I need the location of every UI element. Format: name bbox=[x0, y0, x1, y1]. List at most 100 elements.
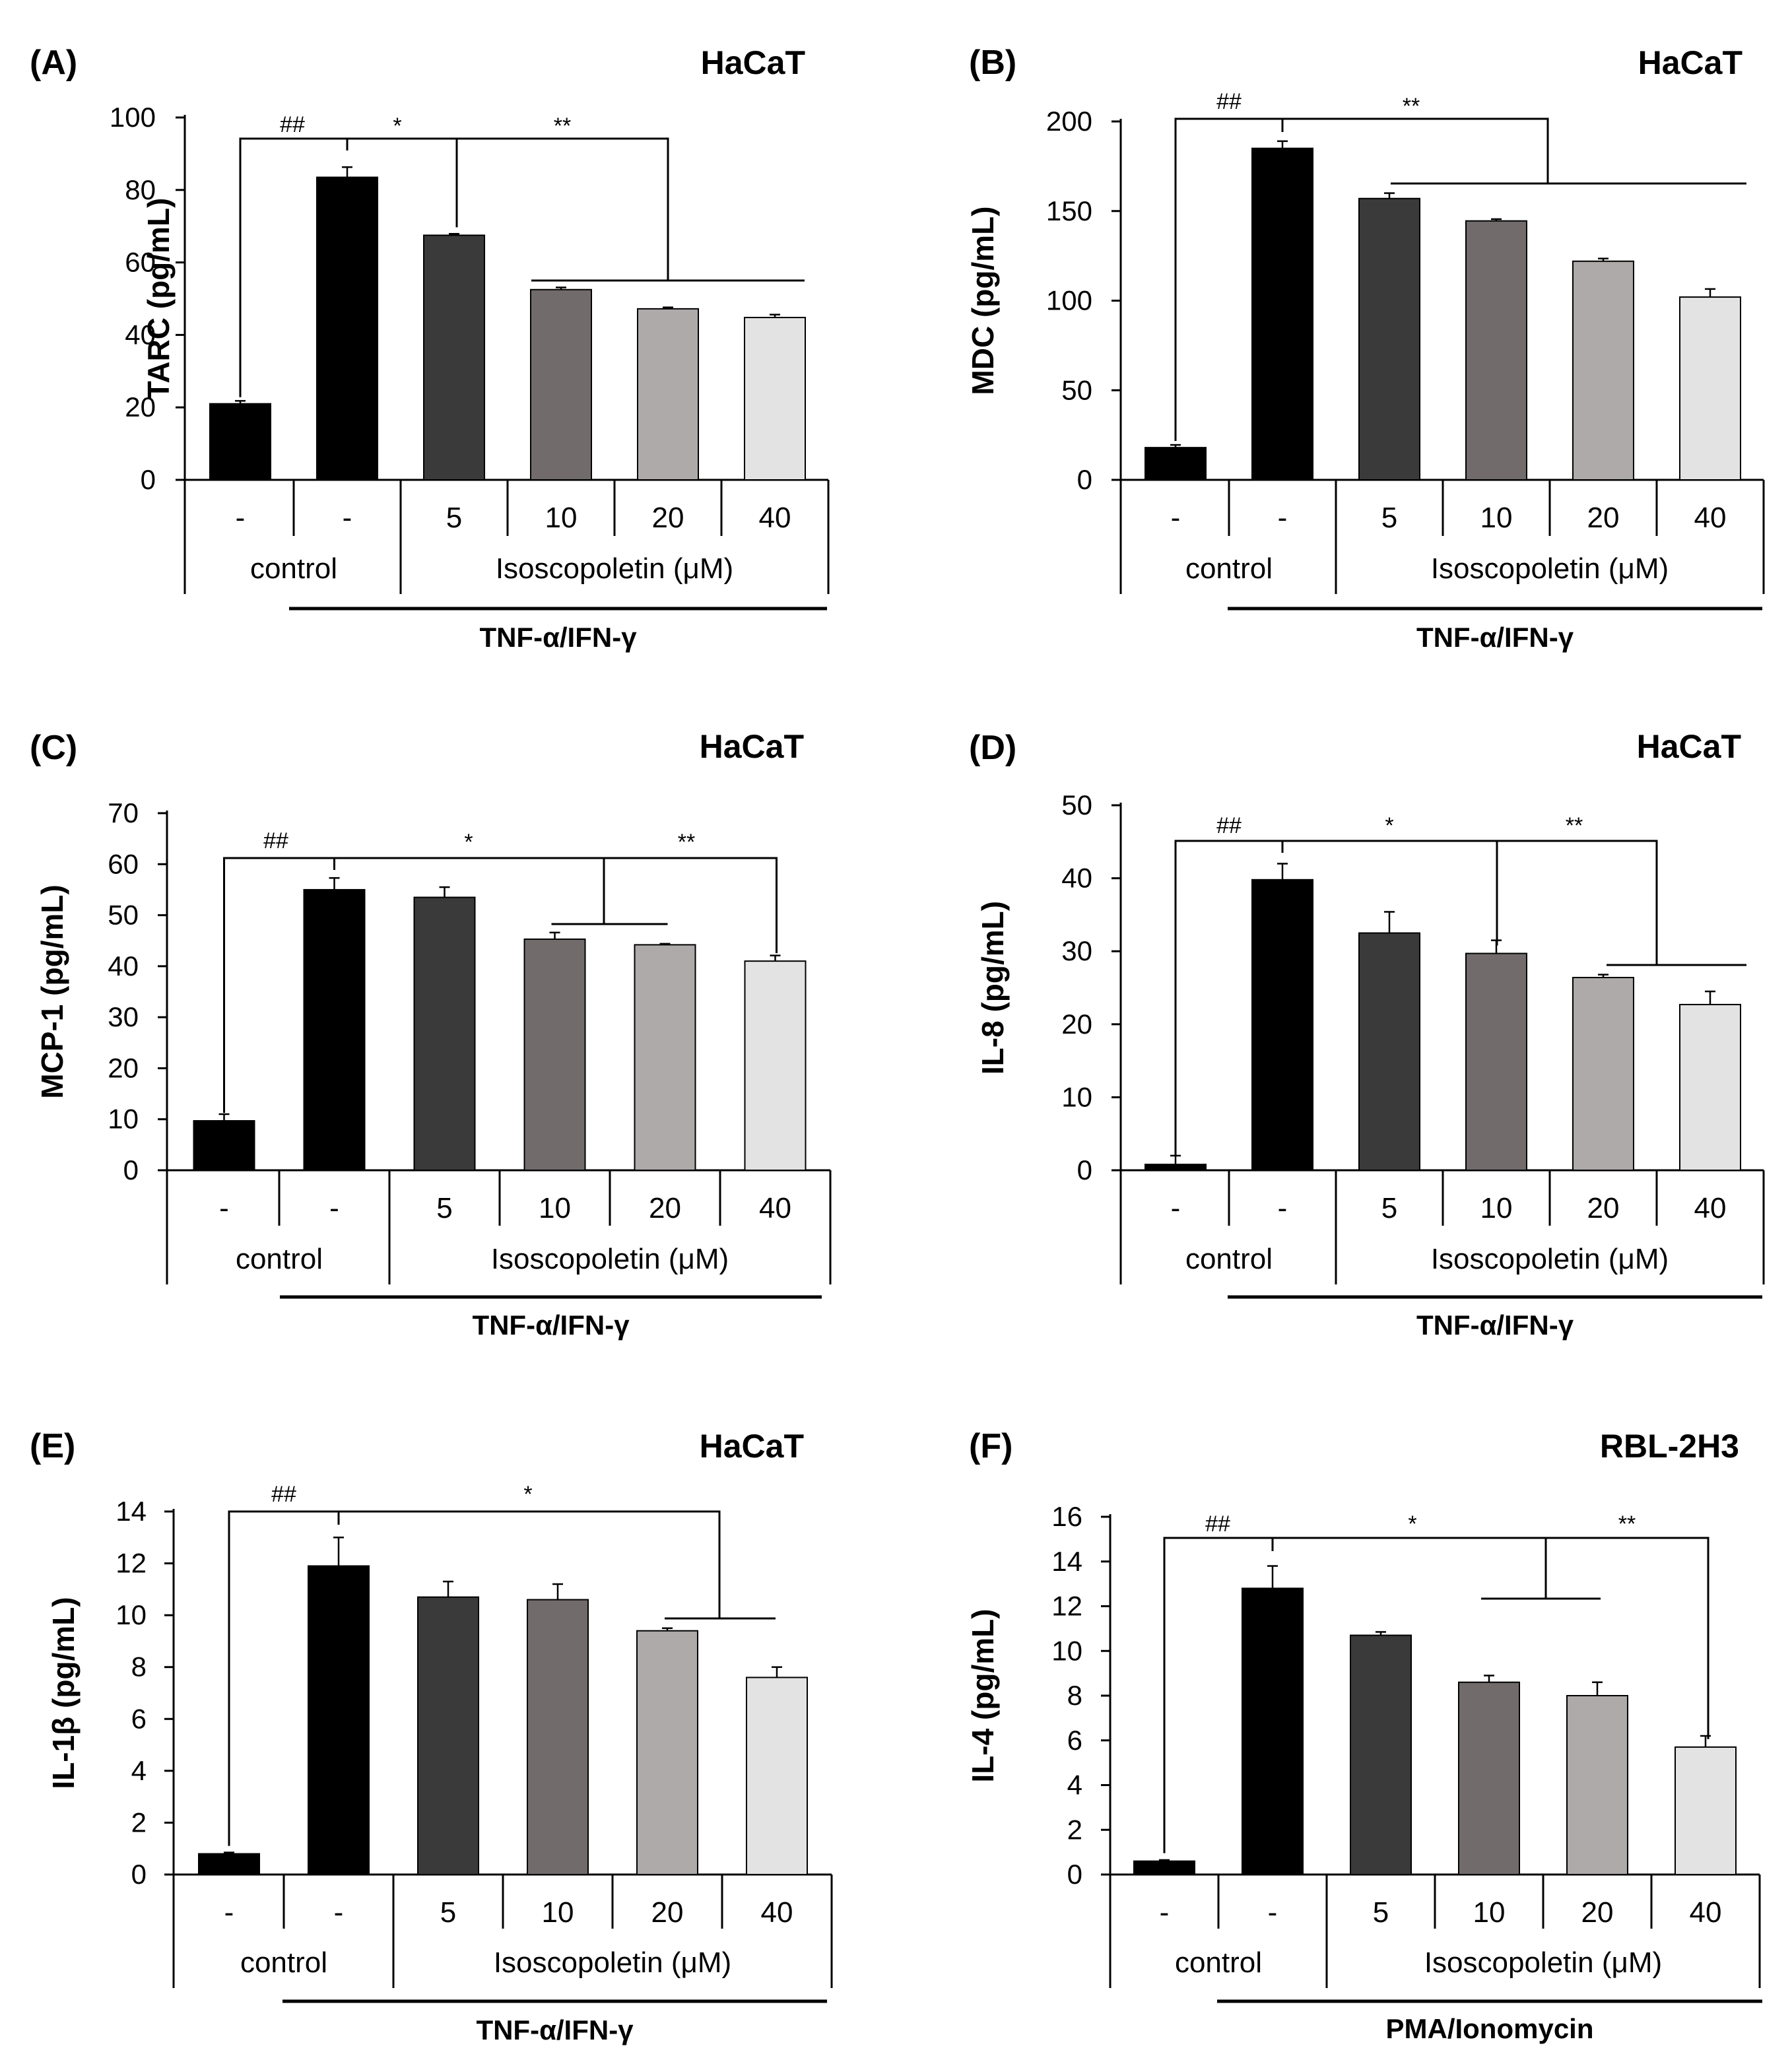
y-tick-label: 50 bbox=[108, 900, 139, 931]
category-label: 20 bbox=[649, 1192, 681, 1224]
significance-label: * bbox=[464, 830, 473, 855]
bar bbox=[1465, 952, 1527, 1171]
group-label-control: control bbox=[236, 1243, 323, 1275]
y-tick-label: 14 bbox=[1051, 1546, 1082, 1577]
category-label: 10 bbox=[1480, 1192, 1513, 1224]
cell-line-title: HaCaT bbox=[1638, 44, 1742, 81]
significance-label: * bbox=[523, 1482, 532, 1507]
bar bbox=[636, 1630, 698, 1876]
y-axis-label: IL-1β (pg/mL) bbox=[46, 1597, 81, 1789]
category-label: 20 bbox=[651, 1896, 684, 1929]
sig-bracket bbox=[228, 1510, 721, 1846]
treatment-label: TNF-α/IFN-γ bbox=[1416, 622, 1574, 653]
treatment-label: TNF-α/IFN-γ bbox=[1416, 1310, 1574, 1341]
y-tick-label: 12 bbox=[1051, 1591, 1082, 1622]
panel-d: (D) HaCaT IL-8 (pg/mL) 0 10 20 30 40 50 - - 5 10 20 40… bbox=[969, 728, 1765, 1341]
group-label-treatment: Isoscopoletin (μM) bbox=[1424, 1946, 1662, 1979]
bar bbox=[198, 1853, 260, 1876]
bar bbox=[527, 1599, 589, 1876]
category-label: 10 bbox=[539, 1192, 571, 1224]
y-tick-label: 30 bbox=[1061, 935, 1092, 966]
y-tick-label: 10 bbox=[1051, 1635, 1082, 1666]
y-tick-label: 20 bbox=[1061, 1009, 1092, 1040]
y-tick-label: 16 bbox=[1051, 1501, 1082, 1532]
y-tick-label: 80 bbox=[125, 174, 156, 205]
group-label-treatment: Isoscopoletin (μM) bbox=[1431, 552, 1669, 585]
sig-bracket bbox=[1163, 1537, 1709, 1853]
bar bbox=[193, 1120, 255, 1171]
bar bbox=[1465, 220, 1527, 481]
y-tick-label: 60 bbox=[108, 848, 139, 879]
y-tick-label: 6 bbox=[131, 1703, 147, 1734]
category-label: 40 bbox=[761, 1896, 793, 1929]
sig-bracket bbox=[1174, 117, 1549, 442]
cell-line-title: HaCaT bbox=[1637, 728, 1741, 765]
category-label: - bbox=[224, 1896, 234, 1929]
panel-a: (A) HaCaT TARC (pg/mL) 0 20 40 60 80 100 - - 5 10 20 4… bbox=[30, 44, 830, 653]
significance-label: ** bbox=[1618, 1512, 1636, 1537]
y-tick-label: 4 bbox=[1067, 1770, 1082, 1801]
y-tick-label: 40 bbox=[108, 950, 139, 981]
bar bbox=[1458, 1681, 1520, 1876]
bar bbox=[308, 1565, 370, 1875]
category-label: - bbox=[1171, 502, 1181, 534]
category-label: 5 bbox=[1373, 1896, 1389, 1929]
significance-label: ## bbox=[1205, 1512, 1230, 1537]
sig-bracket bbox=[223, 857, 778, 1113]
bar bbox=[744, 960, 807, 1171]
y-tick-label: 0 bbox=[141, 464, 156, 495]
category-label: - bbox=[219, 1192, 229, 1224]
category-label: 40 bbox=[1690, 1896, 1722, 1929]
category-label: 5 bbox=[436, 1192, 452, 1224]
panel-letter: (A) bbox=[30, 44, 77, 82]
category-label: 20 bbox=[1587, 1192, 1620, 1224]
cell-line-title: RBL-2H3 bbox=[1600, 1428, 1739, 1465]
panel-letter: (F) bbox=[969, 1427, 1012, 1465]
bar bbox=[1679, 1003, 1741, 1171]
category-label: - bbox=[1160, 1896, 1170, 1929]
panel-b: (B) HaCaT MDC (pg/mL) 0 50 100 150 200 - - 5 10 20 40… bbox=[966, 44, 1765, 653]
cell-line-title: HaCaT bbox=[700, 728, 804, 765]
category-label: - bbox=[236, 502, 246, 534]
bar bbox=[1566, 1695, 1628, 1875]
bar bbox=[637, 308, 699, 481]
category-label: 5 bbox=[446, 502, 462, 534]
category-label: 10 bbox=[545, 502, 578, 534]
y-tick-label: 2 bbox=[1067, 1814, 1082, 1845]
bar bbox=[209, 403, 271, 481]
significance-label: * bbox=[1408, 1512, 1416, 1537]
category-label: - bbox=[1171, 1192, 1181, 1224]
significance-label: ** bbox=[1566, 813, 1583, 838]
group-label-treatment: Isoscopoletin (μM) bbox=[1431, 1243, 1669, 1275]
bar bbox=[1251, 879, 1313, 1171]
bar bbox=[1675, 1746, 1737, 1876]
category-label: 5 bbox=[440, 1896, 456, 1929]
bar bbox=[1358, 932, 1420, 1172]
y-tick-label: 0 bbox=[131, 1859, 147, 1890]
bar bbox=[316, 176, 378, 481]
y-tick-label: 8 bbox=[131, 1651, 147, 1682]
category-label: 5 bbox=[1381, 502, 1397, 534]
panel-letter: (D) bbox=[969, 729, 1016, 767]
category-label: 20 bbox=[1581, 1896, 1614, 1929]
bar bbox=[530, 288, 592, 481]
bar bbox=[634, 944, 696, 1171]
treatment-label: PMA/Ionomycin bbox=[1385, 2013, 1593, 2044]
y-tick-label: 100 bbox=[1046, 285, 1092, 316]
panel-letter: (E) bbox=[30, 1427, 75, 1465]
y-axis-label: MCP-1 (pg/mL) bbox=[35, 884, 69, 1099]
y-tick-label: 20 bbox=[108, 1052, 139, 1083]
bar bbox=[1350, 1634, 1412, 1876]
y-tick-label: 12 bbox=[116, 1548, 147, 1579]
bar bbox=[744, 317, 806, 481]
bar bbox=[1242, 1587, 1304, 1875]
y-tick-label: 14 bbox=[116, 1496, 147, 1527]
y-tick-label: 70 bbox=[108, 797, 139, 828]
category-label: - bbox=[329, 1192, 339, 1224]
bar bbox=[1572, 977, 1634, 1171]
y-tick-label: 2 bbox=[131, 1807, 147, 1838]
bar bbox=[1572, 260, 1634, 481]
cell-line-title: HaCaT bbox=[701, 44, 805, 81]
